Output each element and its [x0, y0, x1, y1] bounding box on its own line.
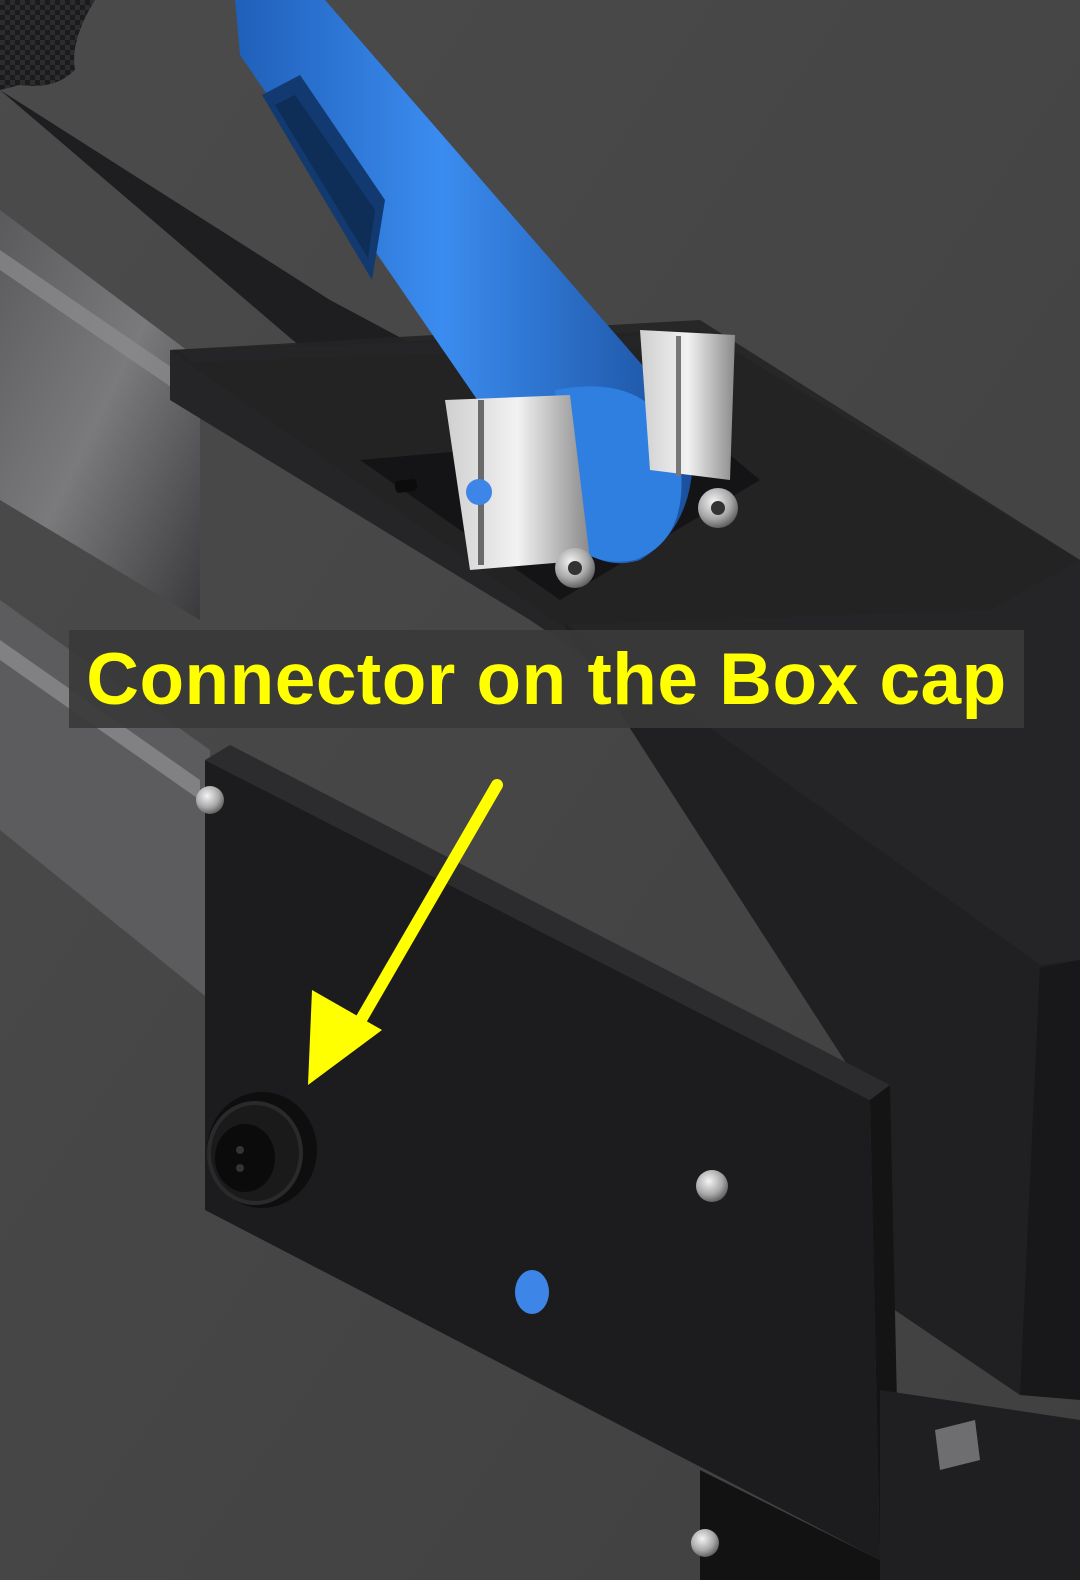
housing-front: [560, 620, 1040, 1395]
connector-socket: [207, 1092, 317, 1208]
annotation-callout: Connector on the Box cap: [69, 630, 1024, 728]
annotation-label: Connector on the Box cap: [86, 638, 1007, 720]
indicator-led: [515, 1270, 549, 1314]
box-cap-screw: [691, 1529, 719, 1557]
clamp-pin: [466, 479, 492, 505]
clamp-block-left: [445, 395, 590, 570]
carbon-fiber-plate: [0, 0, 95, 90]
left-rail: [0, 210, 200, 620]
box-cap-screw: [696, 1170, 728, 1202]
base-foot: [880, 1390, 1080, 1580]
clamp-block-right: [640, 330, 735, 480]
left-rail-lower: [0, 600, 210, 1000]
box-cap-screw: [196, 786, 224, 814]
